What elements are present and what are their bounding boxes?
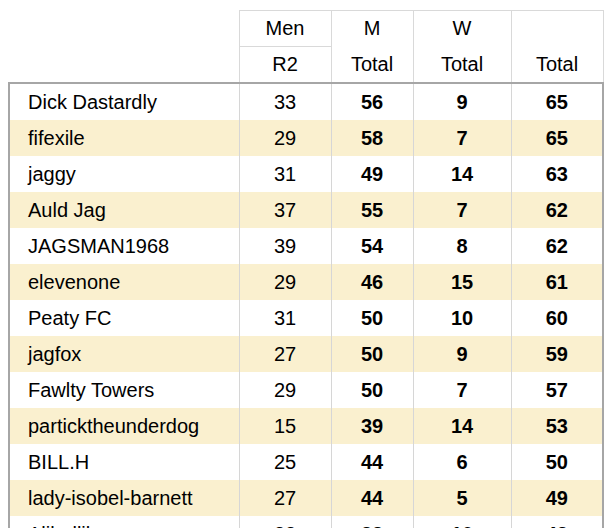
- m-total-cell: 55: [331, 192, 413, 228]
- table-row: jagfox 27 50 9 59: [9, 336, 603, 372]
- player-name-cell: Dick Dastardly: [9, 83, 239, 120]
- total-cell: 65: [511, 120, 603, 156]
- table-row: fifexile 29 58 7 65: [9, 120, 603, 156]
- player-name-cell: Fawlty Towers: [9, 372, 239, 408]
- total-cell: 61: [511, 264, 603, 300]
- m-total-cell: 50: [331, 300, 413, 336]
- player-name-cell: Aliballibee: [9, 516, 239, 528]
- w-total-cell: 7: [413, 192, 511, 228]
- player-name-cell: Peaty FC: [9, 300, 239, 336]
- total-cell: 57: [511, 372, 603, 408]
- table-row: lady-isobel-barnett 27 44 5 49: [9, 480, 603, 516]
- w-total-cell: 7: [413, 372, 511, 408]
- header-m: M: [331, 11, 413, 47]
- w-total-cell: 15: [413, 264, 511, 300]
- header-men-r2: R2: [239, 47, 331, 84]
- w-total-cell: 5: [413, 480, 511, 516]
- m-total-cell: 50: [331, 336, 413, 372]
- men-r2-cell: 29: [239, 372, 331, 408]
- table-row: jaggy 31 49 14 63: [9, 156, 603, 192]
- total-cell: 63: [511, 156, 603, 192]
- total-cell: 65: [511, 83, 603, 120]
- total-cell: 50: [511, 444, 603, 480]
- w-total-cell: 8: [413, 228, 511, 264]
- men-r2-cell: 31: [239, 300, 331, 336]
- men-r2-cell: 25: [239, 444, 331, 480]
- total-cell: 49: [511, 480, 603, 516]
- m-total-cell: 56: [331, 83, 413, 120]
- header-row-2: R2 Total Total Total: [9, 47, 603, 84]
- total-cell: 53: [511, 408, 603, 444]
- w-total-cell: 14: [413, 408, 511, 444]
- player-name-cell: JAGSMAN1968: [9, 228, 239, 264]
- table-row: BILL.H 25 44 6 50: [9, 444, 603, 480]
- w-total-cell: 7: [413, 120, 511, 156]
- player-name-cell: lady-isobel-barnett: [9, 480, 239, 516]
- total-cell: 62: [511, 228, 603, 264]
- header-blank-corner: [9, 11, 239, 47]
- men-r2-cell: 15: [239, 408, 331, 444]
- header-w: W: [413, 11, 511, 47]
- m-total-cell: 49: [331, 156, 413, 192]
- w-total-cell: 9: [413, 336, 511, 372]
- m-total-cell: 58: [331, 120, 413, 156]
- header-blank-corner-2: [9, 47, 239, 84]
- spreadsheet-region: Men M W R2 Total Total Total Dick Dastar…: [0, 0, 610, 528]
- player-name-cell: fifexile: [9, 120, 239, 156]
- table-row: Auld Jag 37 55 7 62: [9, 192, 603, 228]
- men-r2-cell: 33: [239, 83, 331, 120]
- men-r2-cell: 39: [239, 228, 331, 264]
- men-r2-cell: 29: [239, 120, 331, 156]
- header-total: Total: [511, 47, 603, 84]
- men-r2-cell: 33: [239, 516, 331, 528]
- total-cell: 59: [511, 336, 603, 372]
- table-row: Fawlty Towers 29 50 7 57: [9, 372, 603, 408]
- table-header: Men M W R2 Total Total Total: [9, 11, 603, 84]
- header-m-total: Total: [331, 47, 413, 84]
- player-name-cell: elevenone: [9, 264, 239, 300]
- header-w-total: Total: [413, 47, 511, 84]
- w-total-cell: 14: [413, 156, 511, 192]
- m-total-cell: 54: [331, 228, 413, 264]
- table-row: particktheunderdog 15 39 14 53: [9, 408, 603, 444]
- table-body: Dick Dastardly 33 56 9 65 fifexile 29 58…: [9, 83, 603, 528]
- player-name-cell: BILL.H: [9, 444, 239, 480]
- w-total-cell: 6: [413, 444, 511, 480]
- w-total-cell: 10: [413, 300, 511, 336]
- men-r2-cell: 37: [239, 192, 331, 228]
- total-cell: 60: [511, 300, 603, 336]
- m-total-cell: 46: [331, 264, 413, 300]
- player-name-cell: jagfox: [9, 336, 239, 372]
- table-row: elevenone 29 46 15 61: [9, 264, 603, 300]
- table-row: Peaty FC 31 50 10 60: [9, 300, 603, 336]
- w-total-cell: 9: [413, 83, 511, 120]
- header-total-blank: [511, 11, 603, 47]
- player-name-cell: Auld Jag: [9, 192, 239, 228]
- men-r2-cell: 31: [239, 156, 331, 192]
- table-row: JAGSMAN1968 39 54 8 62: [9, 228, 603, 264]
- m-total-cell: 44: [331, 444, 413, 480]
- player-name-cell: particktheunderdog: [9, 408, 239, 444]
- m-total-cell: 50: [331, 372, 413, 408]
- total-cell: 43: [511, 516, 603, 528]
- m-total-cell: 44: [331, 480, 413, 516]
- player-name-cell: jaggy: [9, 156, 239, 192]
- standings-table: Men M W R2 Total Total Total Dick Dastar…: [8, 10, 604, 528]
- total-cell: 62: [511, 192, 603, 228]
- men-r2-cell: 27: [239, 480, 331, 516]
- men-r2-cell: 27: [239, 336, 331, 372]
- m-total-cell: 39: [331, 408, 413, 444]
- table-row: Dick Dastardly 33 56 9 65: [9, 83, 603, 120]
- table-row: Aliballibee 33 33 10 43: [9, 516, 603, 528]
- w-total-cell: 10: [413, 516, 511, 528]
- m-total-cell: 33: [331, 516, 413, 528]
- header-row-1: Men M W: [9, 11, 603, 47]
- men-r2-cell: 29: [239, 264, 331, 300]
- header-men: Men: [239, 11, 331, 47]
